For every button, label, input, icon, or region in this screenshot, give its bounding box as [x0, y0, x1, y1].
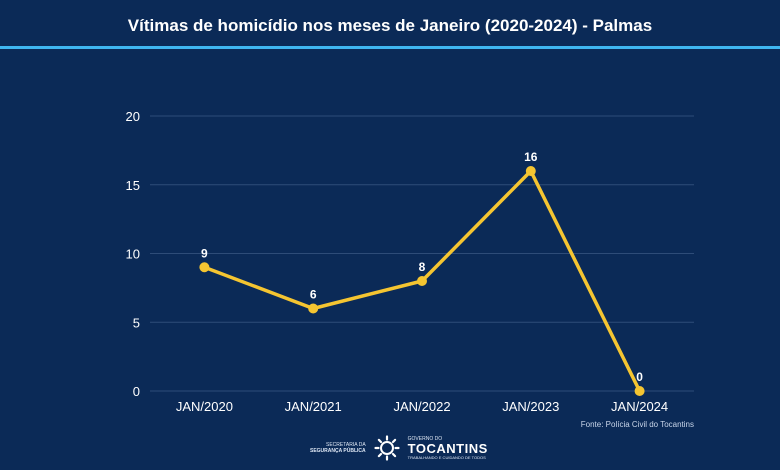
y-tick-label: 15 [126, 178, 140, 193]
gov-label: GOVERNO DO [407, 436, 443, 442]
title-divider [0, 46, 780, 49]
tocantins-sun-logo-icon [374, 435, 400, 461]
y-tick-label: 5 [133, 315, 140, 330]
x-tick-label: JAN/2021 [285, 399, 342, 414]
source-note: Fonte: Polícia Civil do Tocantins [580, 420, 694, 429]
data-point [525, 166, 536, 176]
grid-lines [150, 115, 694, 392]
data-label: 8 [419, 260, 426, 274]
tocantins-wordmark: GOVERNO DO TOCANTINS TRABALHANDO E CUIDA… [408, 436, 488, 460]
data-label: 9 [201, 246, 208, 260]
x-tick-label: JAN/2024 [611, 399, 668, 414]
y-tick-label: 0 [133, 384, 140, 399]
data-point [308, 303, 319, 314]
x-tick-label: JAN/2020 [176, 399, 233, 414]
x-tick-label: JAN/2023 [502, 399, 559, 414]
data-point [417, 276, 427, 286]
state-name: TOCANTINS [407, 441, 488, 456]
y-tick-label: 10 [126, 247, 140, 262]
y-axis-ticks: 0 5 10 15 20 [126, 109, 140, 399]
data-point [199, 262, 210, 273]
secretaria-label: SECRETARIA DA SEGURANÇA PÚBLICA [310, 442, 366, 454]
chart-title: Vítimas de homicídio nos meses de Janeir… [127, 16, 653, 35]
data-point [634, 386, 645, 396]
secretaria-line1: SECRETARIA DA [326, 442, 366, 448]
secretaria-line2: SEGURANÇA PÚBLICA [310, 448, 366, 454]
footer-logos: SECRETARIA DA SEGURANÇA PÚBLICA GOVERNO … [310, 432, 488, 464]
data-series: 9 6 8 16 0 [199, 150, 645, 396]
data-label: 6 [310, 288, 317, 302]
y-tick-label: 20 [126, 109, 140, 124]
data-label: 0 [636, 370, 643, 384]
tagline: TRABALHANDO E CUIDANDO DE TODOS [407, 455, 486, 460]
x-axis-ticks: JAN/2020 JAN/2021 JAN/2022 JAN/2023 JAN/2024 [176, 399, 668, 414]
data-label: 16 [524, 150, 538, 164]
x-tick-label: JAN/2022 [393, 399, 450, 414]
